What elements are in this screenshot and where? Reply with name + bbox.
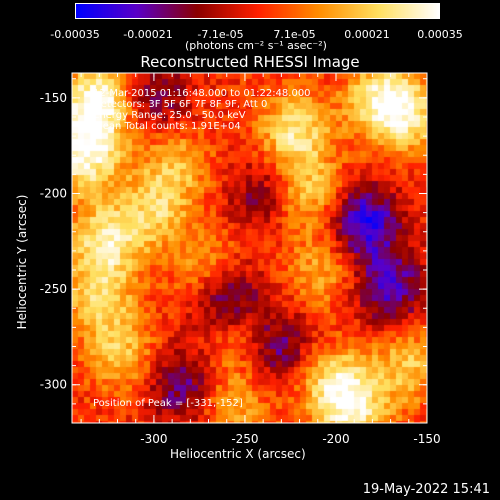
annotation-energy: Energy Range: 25.0 - 50.0 keV xyxy=(93,110,246,121)
y-tick-label: -300 xyxy=(40,378,67,392)
annotation-detectors: Detectors: 3F 5F 6F 7F 8F 9F, Att 0 xyxy=(93,99,268,110)
rhessi-heatmap-image xyxy=(72,73,427,423)
annotation-time-range: 12-Mar-2015 01:16:48.000 to 01:22:48.000 xyxy=(93,88,311,99)
colorbar-unit-label: (photons cm⁻² s⁻¹ asec⁻²) xyxy=(185,39,327,52)
colorbar-tick-label: 0.00035 xyxy=(417,28,463,41)
colorbar-tick-label: -0.00021 xyxy=(123,28,173,41)
x-tick-label: -250 xyxy=(231,432,258,446)
x-tick-label: -300 xyxy=(140,432,167,446)
plot-frame xyxy=(71,72,428,424)
colorbar-tick-label: -7.1e-05 xyxy=(197,28,244,41)
y-axis-label: Heliocentric Y (arcsec) xyxy=(15,194,29,330)
y-tick-label: -150 xyxy=(40,91,67,105)
annotation-peak-position: Position of Peak = [-331,-152] xyxy=(93,398,243,409)
y-tick-label: -200 xyxy=(40,186,67,200)
x-tick-label: -200 xyxy=(322,432,349,446)
x-axis-label: Heliocentric X (arcsec) xyxy=(170,447,306,461)
colorbar-gradient xyxy=(75,3,440,19)
y-tick-label: -250 xyxy=(40,282,67,296)
x-tick-label: -150 xyxy=(413,432,440,446)
colorbar-tick-label: 0.00021 xyxy=(344,28,390,41)
colorbar-tick-label: 7.1e-05 xyxy=(273,28,316,41)
chart-title: Reconstructed RHESSI Image xyxy=(140,53,360,71)
annotation-clean: Clean Total counts: 1.91E+04 xyxy=(93,121,241,132)
render-datestamp: 19-May-2022 15:41 xyxy=(362,482,490,497)
colorbar-tick-label: -0.00035 xyxy=(50,28,100,41)
